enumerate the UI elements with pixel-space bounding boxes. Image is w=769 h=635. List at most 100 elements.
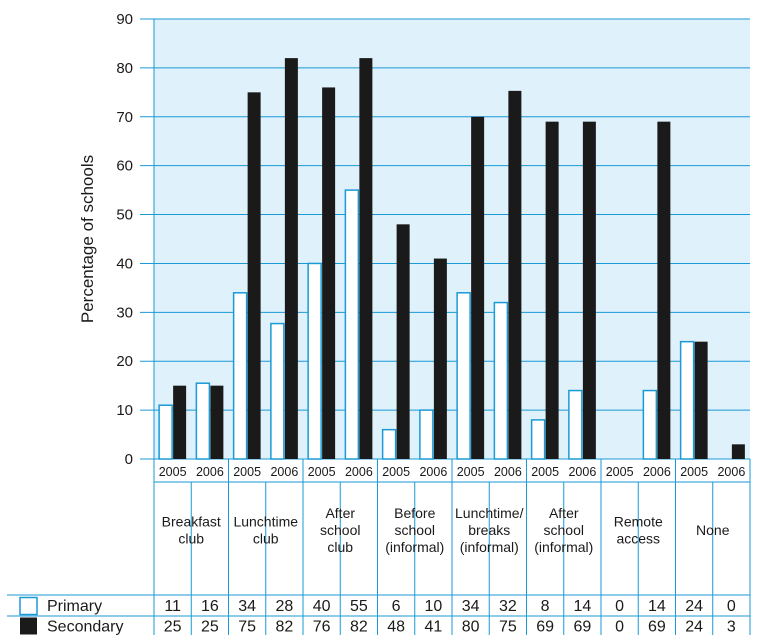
category-label: club [327,539,353,555]
year-label: 2005 [233,465,261,479]
bar-primary [530,419,546,460]
bar-primary [270,322,285,460]
bar-secondary [657,121,671,460]
y-tick-label: 30 [116,304,133,321]
bar-secondary [545,121,559,460]
table-value-primary: 40 [313,598,331,615]
table-value-secondary: 69 [536,619,554,635]
category-label: school [395,522,435,538]
bar-primary [307,262,322,460]
y-tick-label: 80 [116,60,133,77]
y-tick-labels: 0 10 20 30 40 50 60 70 80 90 [116,11,133,468]
y-tick-label: 70 [116,109,133,126]
table-value-primary: 14 [573,598,591,615]
bar-primary [642,389,658,460]
table-value-secondary: 41 [424,619,442,635]
table-value-primary: 0 [615,598,624,615]
year-label: 2006 [568,465,596,479]
bar-primary [344,189,360,460]
bar-primary [456,292,471,460]
y-tick-label: 40 [116,255,133,272]
year-label: 2006 [643,465,671,479]
table-value-secondary: 82 [350,619,368,635]
bar-secondary [247,92,261,459]
legend-swatch-primary [19,596,38,616]
year-label: 2006 [717,465,745,479]
y-tick-label: 50 [116,207,133,224]
bar-primary [232,292,248,460]
y-tick-label: 90 [116,11,133,28]
year-label: 2006 [270,465,298,479]
category-label: (informal) [385,539,444,555]
table-value-secondary: 25 [164,619,182,635]
bar-secondary [582,121,596,460]
table-value-primary: 24 [685,598,703,615]
y-axis-label: Percentage of schools [78,155,97,323]
year-label: 2005 [606,465,634,479]
table-value-primary: 16 [201,598,219,615]
table-value-secondary: 76 [313,619,331,635]
table-value-primary: 34 [238,598,256,615]
year-label: 2005 [308,465,336,479]
category-label: Before [394,505,435,521]
bar-secondary [694,341,708,459]
year-label: 2005 [531,465,559,479]
table-value-secondary: 0 [615,619,624,635]
bar-secondary [173,385,187,459]
year-label: 2005 [457,465,485,479]
bar-secondary [508,90,522,459]
bar-primary [493,301,509,460]
bar-secondary [284,58,298,459]
bar-secondary [396,224,410,459]
table-value-secondary: 48 [387,619,405,635]
bar-secondary [359,58,373,459]
year-label: 2006 [419,465,447,479]
category-label: Lunchtime [233,514,298,530]
year-label: 2006 [494,465,522,479]
category-label: school [320,522,360,538]
bar-secondary [731,444,745,459]
year-label: 2006 [345,465,373,479]
category-label: Breakfast [162,514,221,530]
table-value-secondary: 25 [201,619,219,635]
category-label: club [178,531,204,547]
legend-swatch-secondary [20,617,37,635]
bar-secondary [471,116,485,460]
year-label: 2005 [382,465,410,479]
bar-secondary [322,87,336,459]
table-value-primary: 11 [164,598,181,615]
y-tick-label: 10 [116,402,133,419]
bar-primary [419,409,434,460]
category-label: After [549,505,579,521]
legend-label-secondary: Secondary [47,619,124,635]
category-label: After [325,505,355,521]
table-value-secondary: 24 [685,619,703,635]
table-value-secondary: 69 [573,619,591,635]
y-tick-label: 0 [125,451,133,468]
table-value-primary: 28 [275,598,293,615]
bar-primary [195,382,211,460]
table-value-primary: 8 [541,598,550,615]
bar-primary [381,428,397,460]
table-value-primary: 14 [648,598,666,615]
y-tick-label: 20 [116,353,133,370]
category-label: (informal) [460,539,519,555]
table-value-secondary: 69 [648,619,666,635]
table-value-primary: 55 [350,598,368,615]
table-value-secondary: 82 [275,619,293,635]
table-value-primary: 34 [462,598,480,615]
category-label: Remote [614,514,663,530]
table-value-secondary: 80 [462,619,480,635]
category-label: None [696,522,730,538]
bar-secondary [433,258,447,459]
table-value-primary: 10 [424,598,442,615]
bar-primary [158,404,173,460]
year-label: 2006 [196,465,224,479]
x-axis-table: 2005 2006 2005 2006 2005 2006 2005 2006 2005 2006… [7,459,751,635]
year-label: 2005 [159,465,187,479]
y-tick-label: 60 [116,158,133,175]
bar-primary [679,340,695,460]
table-value-secondary: 75 [238,619,256,635]
bar-secondary [210,385,224,459]
